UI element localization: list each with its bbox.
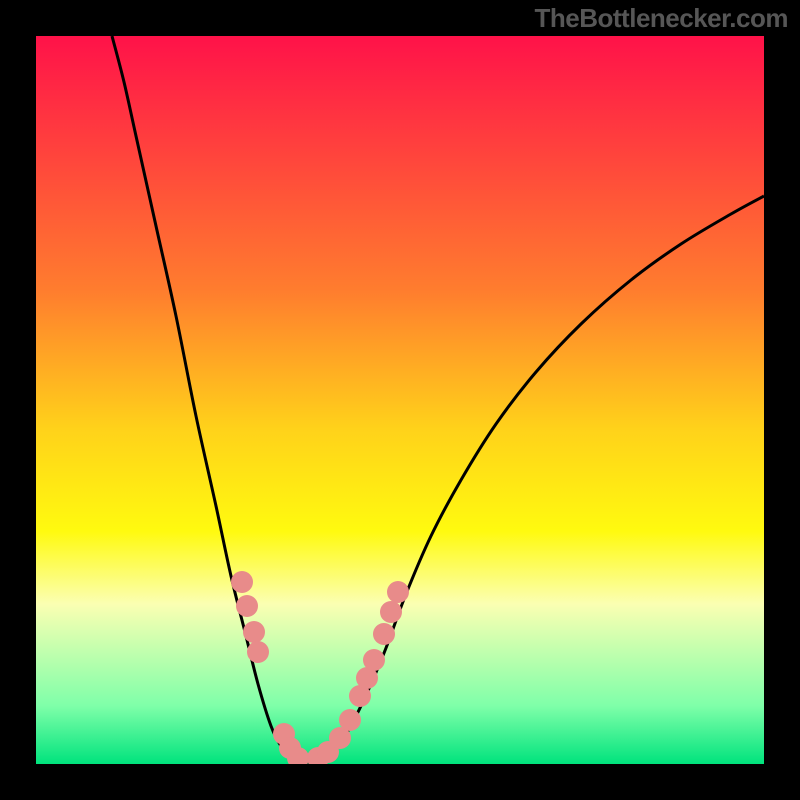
chart-frame: TheBottlenecker.com [0, 0, 800, 800]
scatter-marker [339, 709, 361, 731]
scatter-marker [236, 595, 258, 617]
scatter-marker [373, 623, 395, 645]
scatter-marker [247, 641, 269, 663]
watermark-text: TheBottlenecker.com [535, 3, 788, 34]
plot-area [36, 36, 764, 764]
curve-left-branch [112, 36, 306, 762]
scatter-marker [231, 571, 253, 593]
scatter-marker [363, 649, 385, 671]
scatter-marker [380, 601, 402, 623]
scatter-marker [243, 621, 265, 643]
bottleneck-curve [36, 36, 764, 764]
scatter-marker [387, 581, 409, 603]
scatter-markers [231, 571, 409, 764]
